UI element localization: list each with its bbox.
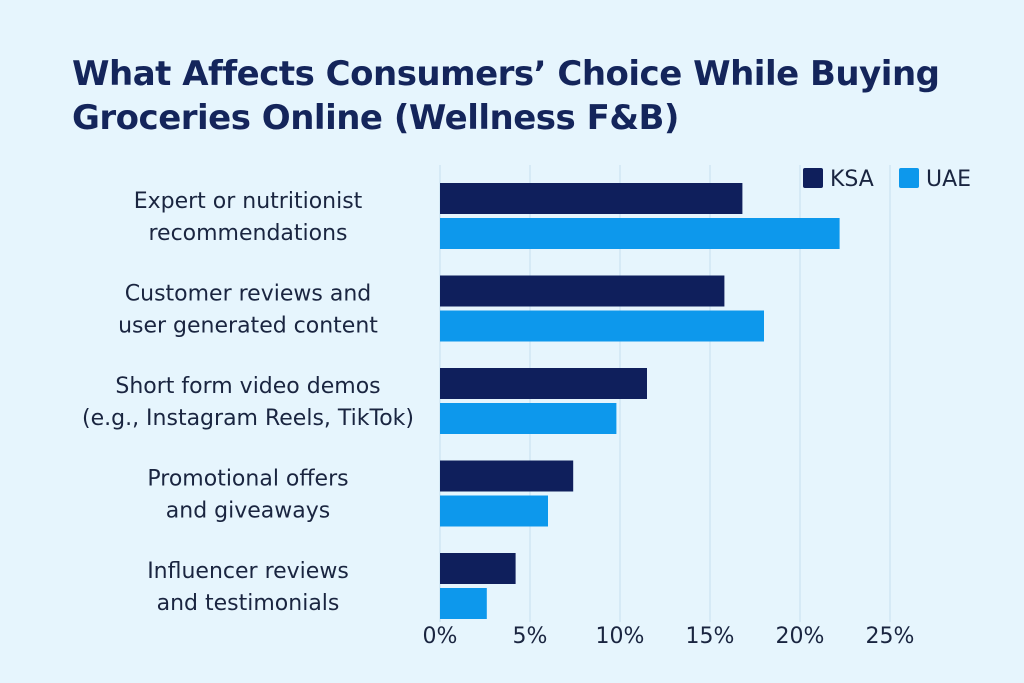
category-label: Influencer reviews and testimonials <box>147 559 349 616</box>
bar-ksa <box>440 368 647 399</box>
x-tick-label: 10% <box>596 624 645 649</box>
bar-uae <box>440 310 764 342</box>
bars <box>440 183 840 619</box>
category-label: Promotional offers and giveaways <box>147 467 348 524</box>
bar-uae <box>440 403 617 434</box>
bar-uae <box>440 588 487 619</box>
legend-swatch-ksa <box>803 168 823 188</box>
legend-label-ksa: KSA <box>830 167 874 192</box>
bar-uae <box>440 218 840 249</box>
bar-ksa <box>440 553 516 584</box>
chart-title: What Affects Consumers’ Choice While Buy… <box>72 54 940 138</box>
bar-ksa <box>440 183 743 214</box>
bar-ksa <box>440 460 574 492</box>
legend-label-uae: UAE <box>926 167 971 192</box>
category-label: Expert or nutritionist recommendations <box>134 189 363 246</box>
bar-uae <box>440 495 548 527</box>
x-axis-ticks: 0% 5% 10% 15% 20% 25% <box>423 624 915 649</box>
legend-swatch-uae <box>899 168 919 188</box>
legend: KSA UAE <box>803 167 971 192</box>
category-label: Customer reviews and user generated conte… <box>118 282 378 339</box>
x-tick-label: 15% <box>686 624 735 649</box>
x-tick-label: 5% <box>513 624 548 649</box>
category-labels: Expert or nutritionist recommendations Cus… <box>82 189 414 616</box>
x-tick-label: 0% <box>423 624 458 649</box>
category-label: Short form video demos (e.g., Instagram R… <box>82 374 414 431</box>
x-tick-label: 25% <box>866 624 915 649</box>
bar-ksa <box>440 275 725 307</box>
x-tick-label: 20% <box>776 624 825 649</box>
